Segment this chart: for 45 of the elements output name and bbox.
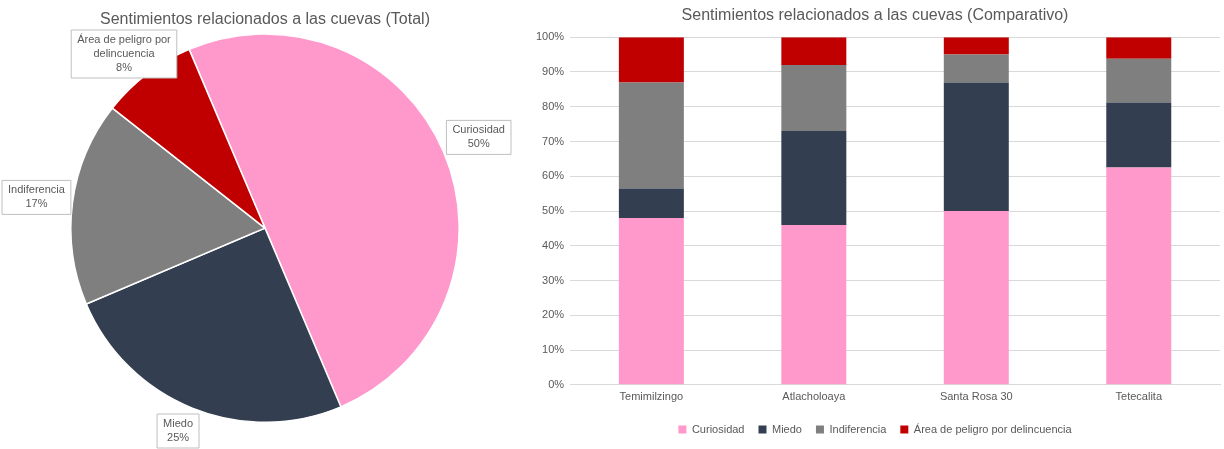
y-tick-label: 90% — [542, 64, 565, 77]
y-tick-label: 100% — [535, 30, 565, 43]
bar — [618, 37, 684, 83]
bar — [943, 37, 1009, 55]
data-label: 8% — [116, 61, 133, 74]
y-tick-label: 50% — [542, 204, 565, 217]
bar — [781, 131, 847, 225]
legend-label: Indiferencia — [829, 422, 888, 435]
y-tick-label: 10% — [542, 343, 565, 356]
y-tick-label: 80% — [542, 99, 565, 112]
slice-label: Área de peligro por delincuencia — [77, 33, 172, 60]
y-tick-label: 30% — [542, 273, 565, 286]
bar — [618, 188, 684, 218]
x-tick-label: Atlacholoaya — [782, 390, 847, 403]
y-tick-label: 20% — [542, 308, 565, 321]
bar — [943, 82, 1009, 211]
y-tick-label: 40% — [542, 238, 565, 251]
y-tick-label: 60% — [542, 169, 565, 182]
bar — [943, 54, 1009, 83]
x-tick-label: Tetecalita — [1115, 390, 1163, 403]
y-tick-label: 0% — [548, 377, 565, 390]
x-tick-label: Santa Rosa 30 — [939, 390, 1013, 403]
bar — [618, 217, 684, 385]
chart-title: Sentimientos relacionados a las cuevas (Comparativo) — [681, 6, 1069, 24]
slice-label: Indiferencia — [8, 183, 66, 196]
legend-label: Miedo — [771, 422, 802, 435]
bar — [1106, 102, 1172, 168]
bar — [943, 211, 1009, 385]
bar — [781, 37, 847, 66]
slice-label: Miedo — [163, 417, 194, 430]
x-tick-label: Temimilzingo — [619, 390, 684, 403]
legend-label: Área de peligro por delincuencia — [913, 422, 1073, 435]
bar — [1106, 37, 1172, 59]
data-label: 50% — [467, 137, 490, 150]
bar — [781, 65, 847, 132]
chart-title: Sentimientos relacionados a las cuevas (Total) — [100, 10, 430, 28]
bar — [618, 82, 684, 189]
slice-label: Curiosidad — [452, 123, 505, 136]
data-label: 25% — [167, 431, 190, 444]
bar — [781, 224, 847, 385]
legend-label: Curiosidad — [691, 422, 745, 435]
y-tick-label: 70% — [542, 134, 565, 147]
bar — [1106, 58, 1172, 103]
data-label: 17% — [25, 197, 48, 210]
bar — [1106, 167, 1172, 385]
